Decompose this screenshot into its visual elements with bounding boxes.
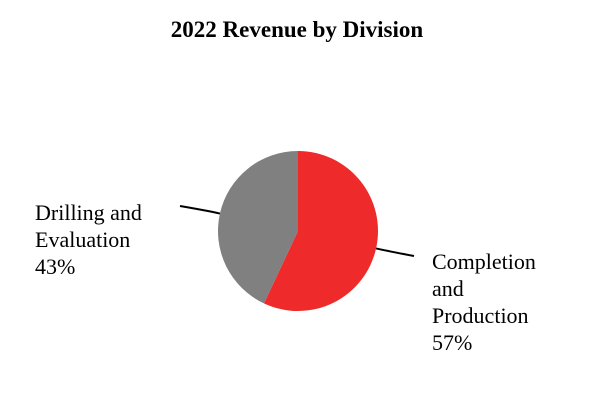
pie-slice-drilling-and-evaluation [217,151,298,304]
pie-slices [217,151,378,311]
slice-label-drilling-and-evaluation: Drilling and Evaluation 43% [35,199,142,280]
slice-percent-label: 57% [432,330,473,355]
slice-label-text: Production [432,303,529,328]
slice-label-completion-and-production: Completion and Production 57% [432,248,536,356]
slice-percent-label: 43% [35,254,76,279]
slice-label-text: Drilling and [35,200,142,225]
leader-line-drilling-and-evaluation [179,205,221,215]
slice-label-text: Evaluation [35,227,131,252]
slice-label-text: and [432,276,464,301]
slice-label-text: Completion [432,249,536,274]
chart-title: 2022 Revenue by Division [170,17,424,42]
leader-line-completion-and-production [375,247,415,257]
pie-slice-completion-and-production [263,151,378,311]
leader-lines [179,205,415,257]
